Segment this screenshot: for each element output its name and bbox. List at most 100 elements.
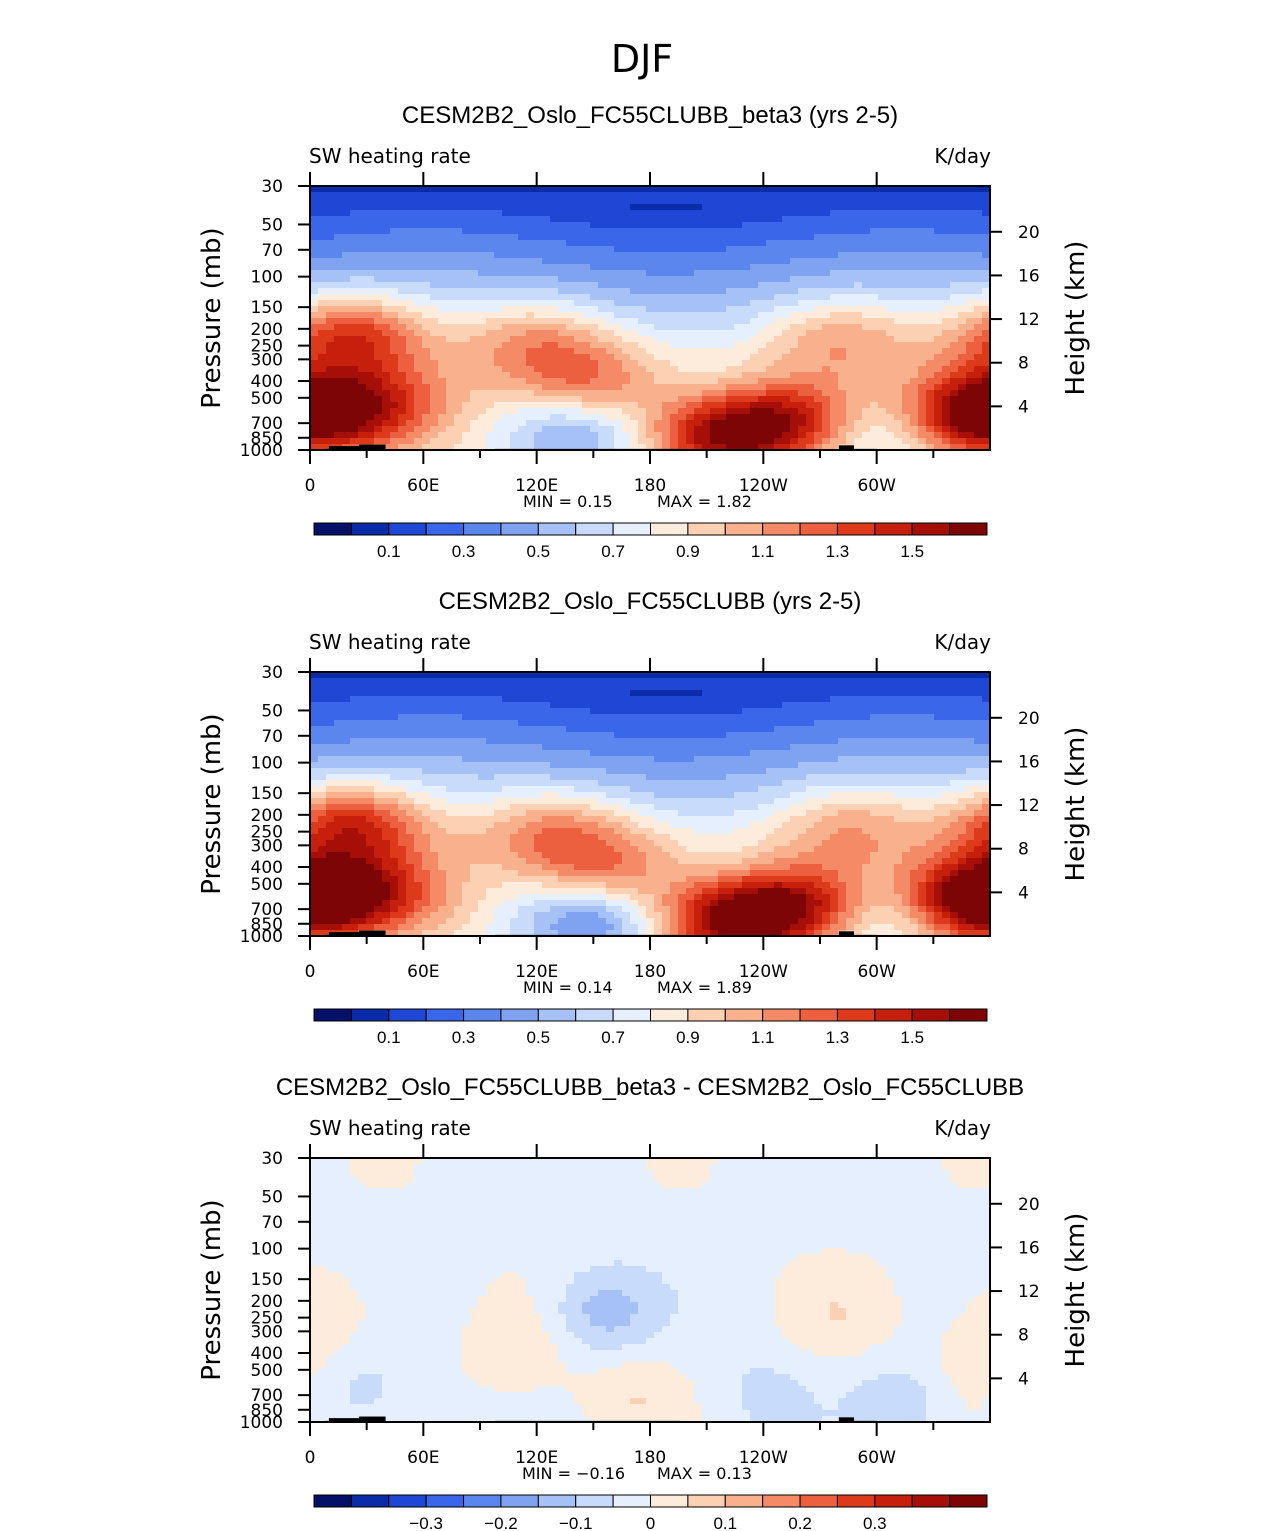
contour-cell	[710, 402, 719, 409]
contour-cell	[398, 336, 407, 343]
contour-cell	[958, 318, 967, 325]
contour-cell	[526, 216, 535, 223]
contour-cell	[926, 396, 935, 403]
contour-cell	[942, 738, 951, 745]
contour-cell	[966, 684, 975, 691]
contour-cell	[870, 204, 879, 211]
contour-cell	[798, 726, 807, 733]
contour-cell	[390, 708, 399, 715]
contour-cell	[318, 384, 327, 391]
y-tick-label: 250	[251, 337, 283, 357]
contour-cell	[550, 258, 559, 265]
contour-cell	[870, 186, 879, 193]
contour-cell	[398, 738, 407, 745]
contour-cell	[854, 270, 863, 277]
contour-cell	[790, 222, 799, 229]
contour-cell	[510, 408, 519, 415]
contour-cell	[982, 372, 991, 379]
contour-cell	[878, 378, 887, 385]
contour-cell	[358, 198, 367, 205]
contour-cell	[582, 330, 591, 337]
contour-cell	[950, 306, 959, 313]
contour-cell	[870, 372, 879, 379]
contour-cell	[694, 306, 703, 313]
contour-cell	[350, 204, 359, 211]
contour-cell	[726, 678, 735, 685]
contour-cell	[358, 324, 367, 331]
contour-cell	[726, 318, 735, 325]
contour-cell	[470, 324, 479, 331]
contour-cell	[974, 282, 983, 289]
contour-cell	[790, 726, 799, 733]
contour-cell	[622, 324, 631, 331]
contour-cell	[958, 270, 967, 277]
contour-cell	[862, 360, 871, 367]
contour-cell	[374, 714, 383, 721]
contour-cell	[558, 228, 567, 235]
contour-cell	[742, 690, 751, 697]
contour-cell	[510, 216, 519, 223]
contour-cell	[550, 750, 559, 757]
contour-cell	[702, 366, 711, 373]
contour-cell	[726, 234, 735, 241]
contour-cell	[502, 714, 511, 721]
contour-cell	[742, 282, 751, 289]
contour-cell	[518, 726, 527, 733]
contour-cell	[854, 396, 863, 403]
contour-cell	[742, 678, 751, 685]
contour-cell	[526, 222, 535, 229]
contour-cell	[350, 720, 359, 727]
contour-cell	[566, 690, 575, 697]
contour-cell	[726, 204, 735, 211]
contour-cell	[910, 690, 919, 697]
contour-cell	[614, 384, 623, 391]
contour-cell	[390, 420, 399, 427]
contour-cell	[358, 726, 367, 733]
contour-cell	[566, 198, 575, 205]
contour-cell	[622, 222, 631, 229]
contour-cell	[814, 690, 823, 697]
contour-cell	[902, 366, 911, 373]
contour-cell	[974, 258, 983, 265]
contour-cell	[670, 264, 679, 271]
contour-cell	[782, 738, 791, 745]
contour-cell	[894, 696, 903, 703]
contour-cell	[542, 306, 551, 313]
contour-cell	[870, 672, 879, 679]
contour-cell	[814, 360, 823, 367]
contour-cell	[582, 246, 591, 253]
contour-cell	[910, 396, 919, 403]
colorbar-swatch	[724, 522, 764, 536]
contour-cell	[326, 198, 335, 205]
contour-cell	[670, 300, 679, 307]
contour-cell	[462, 714, 471, 721]
contour-cell	[462, 750, 471, 757]
contour-cell	[462, 294, 471, 301]
y-tick-label: 50	[261, 215, 283, 235]
contour-cell	[518, 390, 527, 397]
contour-cell	[518, 678, 527, 685]
contour-cell	[494, 414, 503, 421]
contour-cell	[646, 240, 655, 247]
contour-cell	[614, 198, 623, 205]
contour-cell	[894, 222, 903, 229]
contour-cell	[766, 342, 775, 349]
contour-cell	[662, 246, 671, 253]
contour-cell	[510, 372, 519, 379]
contour-cell	[902, 192, 911, 199]
contour-cell	[918, 330, 927, 337]
contour-cell	[846, 420, 855, 427]
contour-cell	[678, 246, 687, 253]
contour-cell	[806, 282, 815, 289]
contour-cell	[374, 726, 383, 733]
contour-cell	[494, 738, 503, 745]
contour-cell	[958, 354, 967, 361]
contour-cell	[414, 336, 423, 343]
contour-cell	[598, 210, 607, 217]
contour-cell	[518, 282, 527, 289]
contour-cell	[502, 258, 511, 265]
contour-cell	[462, 330, 471, 337]
y-tick-label: 400	[251, 372, 283, 392]
contour-cell	[710, 216, 719, 223]
contour-cell	[518, 408, 527, 415]
